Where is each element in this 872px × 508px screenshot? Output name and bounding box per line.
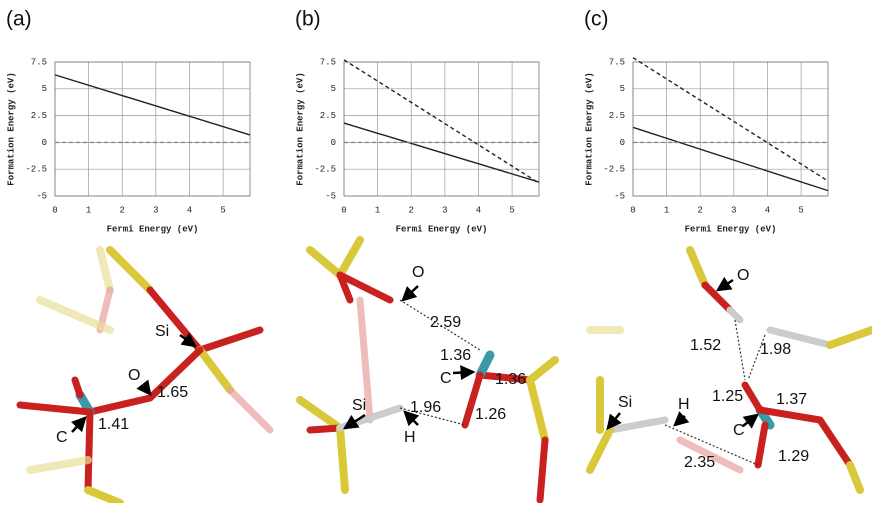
y-tick-label: 2.5: [320, 111, 336, 121]
distance-label: 1.65: [157, 384, 188, 401]
panel-label: (a): [6, 8, 32, 31]
atom-label: O: [737, 267, 749, 284]
series-line: [632, 57, 829, 182]
atom-label: O: [412, 264, 424, 281]
y-tick-label: 5: [331, 84, 336, 94]
plot-frame: [54, 61, 251, 197]
x-tick-label: 4: [765, 205, 770, 215]
x-axis-label: Fermi Energy (eV): [396, 224, 488, 234]
series-line: [343, 59, 540, 184]
x-tick-label: 5: [798, 205, 803, 215]
x-tick-label: 0: [52, 205, 57, 215]
x-tick-label: 3: [442, 205, 447, 215]
distance-label: 1.29: [778, 448, 809, 465]
y-tick-label: -2.5: [314, 165, 336, 175]
panel-label: (b): [295, 8, 321, 31]
y-tick-label: -2.5: [603, 165, 625, 175]
y-axis-label: Formation Energy (eV): [6, 72, 16, 185]
distance-label: 1.36: [495, 371, 526, 388]
atom-label: H: [678, 396, 690, 413]
x-tick-label: 1: [664, 205, 669, 215]
y-tick-label: 2.5: [609, 111, 625, 121]
x-tick-label: 4: [187, 205, 192, 215]
y-tick-label: -2.5: [25, 165, 47, 175]
distance-label: 1.41: [98, 416, 129, 433]
series-line: [632, 126, 829, 192]
x-tick-label: 5: [509, 205, 514, 215]
plot-frame: [343, 61, 540, 197]
distance-label: 1.98: [760, 341, 791, 358]
y-tick-label: -5: [614, 191, 625, 201]
distance-label: 1.25: [712, 388, 743, 405]
atom-label: H: [404, 429, 416, 446]
atom-label: O: [128, 367, 140, 384]
y-tick-label: 7.5: [609, 57, 625, 67]
x-tick-label: 1: [375, 205, 380, 215]
atom-label: Si: [155, 323, 169, 340]
distance-label: 1.36: [440, 347, 471, 364]
distance-label: 1.96: [410, 399, 441, 416]
x-axis-label: Fermi Energy (eV): [107, 224, 199, 234]
atom-label: C: [733, 422, 745, 439]
y-axis-label: Formation Energy (eV): [584, 72, 594, 185]
y-tick-label: 0: [331, 138, 336, 148]
distance-label: 1.37: [776, 391, 807, 408]
x-tick-label: 3: [731, 205, 736, 215]
atom-label: C: [56, 429, 68, 446]
series-line: [54, 74, 251, 136]
x-tick-label: 5: [220, 205, 225, 215]
y-tick-label: 5: [42, 84, 47, 94]
atom-label: Si: [618, 394, 632, 411]
y-tick-label: 5: [620, 84, 625, 94]
atom-label: C: [440, 370, 452, 387]
x-axis-label: Fermi Energy (eV): [685, 224, 777, 234]
x-tick-label: 0: [630, 205, 635, 215]
x-tick-label: 2: [698, 205, 703, 215]
atom-label: Si: [352, 397, 366, 414]
structures: Si O 1.65 C 1.41 O 2.59 1.36 C 1.36 Si 1…: [16, 236, 872, 507]
panel-label: (c): [584, 8, 609, 31]
y-tick-label: -5: [325, 191, 336, 201]
x-tick-label: 3: [153, 205, 158, 215]
y-axis-label: Formation Energy (eV): [295, 72, 305, 185]
y-tick-label: 2.5: [31, 111, 47, 121]
y-tick-label: 7.5: [31, 57, 47, 67]
x-tick-label: 4: [476, 205, 481, 215]
y-tick-label: 7.5: [320, 57, 336, 67]
x-tick-label: 2: [120, 205, 125, 215]
x-tick-label: 0: [341, 205, 346, 215]
y-tick-label: 0: [42, 138, 47, 148]
distance-label: 1.52: [690, 337, 721, 354]
plot-frame: [632, 61, 829, 197]
distance-label: 2.35: [684, 454, 715, 471]
distance-label: 2.59: [430, 314, 461, 331]
x-tick-label: 2: [409, 205, 414, 215]
y-tick-label: -5: [36, 191, 47, 201]
series-line: [343, 122, 540, 183]
distance-label: 1.26: [475, 406, 506, 423]
x-tick-label: 1: [86, 205, 91, 215]
y-tick-label: 0: [620, 138, 625, 148]
